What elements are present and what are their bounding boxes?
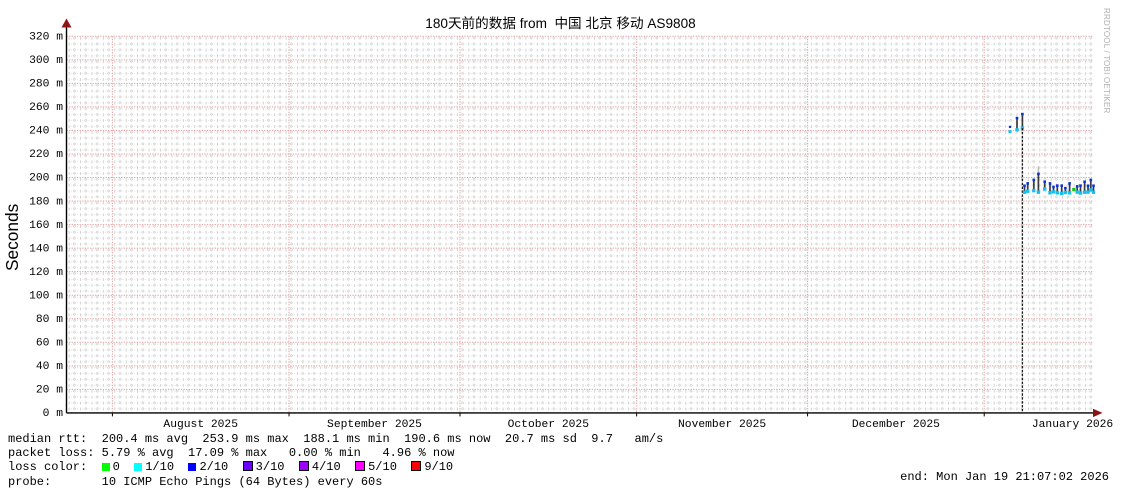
svg-text:September 2025: September 2025 [327, 419, 422, 431]
svg-text:140 m: 140 m [29, 243, 63, 255]
svg-text:120 m: 120 m [29, 267, 63, 279]
svg-text:November 2025: November 2025 [678, 419, 766, 431]
svg-text:January 2026: January 2026 [1032, 419, 1114, 431]
svg-text:80 m: 80 m [36, 314, 63, 326]
svg-text:220 m: 220 m [29, 149, 63, 161]
svg-text:280 m: 280 m [29, 79, 63, 91]
svg-text:20 m: 20 m [36, 385, 63, 397]
svg-text:200 m: 200 m [29, 173, 63, 185]
svg-text:60 m: 60 m [36, 337, 63, 349]
svg-text:0 m: 0 m [43, 408, 64, 420]
svg-text:100 m: 100 m [29, 290, 63, 302]
svg-text:December 2025: December 2025 [852, 419, 940, 431]
svg-text:160 m: 160 m [29, 220, 63, 232]
svg-text:300 m: 300 m [29, 55, 63, 67]
svg-text:260 m: 260 m [29, 102, 63, 114]
svg-text:180 m: 180 m [29, 196, 63, 208]
svg-text:40 m: 40 m [36, 361, 63, 373]
svg-text:320 m: 320 m [29, 32, 63, 44]
svg-text:August 2025: August 2025 [163, 419, 238, 431]
svg-text:October 2025: October 2025 [508, 419, 590, 431]
svg-text:240 m: 240 m [29, 126, 63, 138]
